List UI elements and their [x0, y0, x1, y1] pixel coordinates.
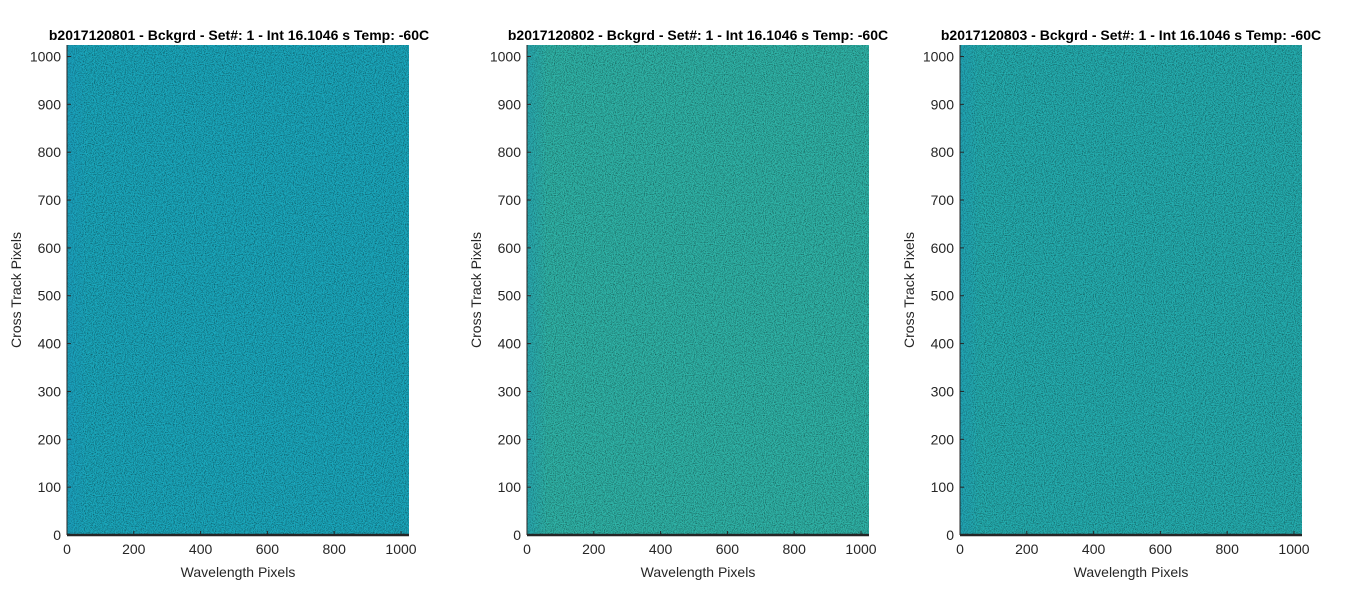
y-tick-label: 400 — [931, 336, 955, 352]
chart-title: b2017120803 - Bckgrd - Set#: 1 - Int 16.… — [941, 27, 1321, 43]
y-tick-label: 600 — [931, 240, 955, 256]
y-tick-label: 600 — [38, 240, 62, 256]
chart-title: b2017120802 - Bckgrd - Set#: 1 - Int 16.… — [508, 27, 888, 43]
y-tick-label: 500 — [38, 288, 62, 304]
y-tick-label: 1000 — [490, 48, 521, 64]
y-tick-label: 400 — [498, 336, 522, 352]
heatmap-edge-shade — [960, 45, 1302, 535]
y-tick-label: 900 — [38, 96, 62, 112]
x-tick-label: 200 — [582, 541, 606, 557]
x-tick-label: 1000 — [1278, 541, 1309, 557]
x-tick-label: 0 — [956, 541, 964, 557]
y-tick-label: 900 — [498, 96, 522, 112]
y-axis-label: Cross Track Pixels — [468, 232, 484, 348]
chart-panel-1: 0 200 400 600 800 1000 0 100 200 300 400 500 600 700 8… — [8, 27, 429, 580]
x-tick-label: 200 — [122, 541, 146, 557]
x-tick-label: 600 — [716, 541, 740, 557]
y-tick-label: 200 — [931, 431, 955, 447]
y-tick-label: 300 — [931, 383, 955, 399]
x-tick-label: 800 — [323, 541, 347, 557]
y-axis-label: Cross Track Pixels — [901, 232, 917, 348]
x-axis-label: Wavelength Pixels — [641, 564, 756, 580]
y-tick-label: 800 — [931, 144, 955, 160]
x-tick-label: 400 — [189, 541, 213, 557]
chart-title: b2017120801 - Bckgrd - Set#: 1 - Int 16.… — [49, 27, 429, 43]
y-tick-label: 600 — [498, 240, 522, 256]
y-tick-label: 100 — [931, 479, 955, 495]
y-tick-label: 100 — [38, 479, 62, 495]
chart-panel-2: 0 200 400 600 800 1000 0 100 200 300 400 500 600 700 8… — [468, 27, 888, 580]
y-tick-label: 0 — [946, 527, 954, 543]
y-tick-label: 700 — [38, 192, 62, 208]
y-tick-label: 300 — [498, 383, 522, 399]
y-tick-label: 800 — [498, 144, 522, 160]
x-tick-label: 800 — [783, 541, 807, 557]
y-tick-label: 0 — [53, 527, 61, 543]
x-axis-label: Wavelength Pixels — [1074, 564, 1189, 580]
x-tick-label: 200 — [1015, 541, 1039, 557]
y-axis-label: Cross Track Pixels — [8, 232, 24, 348]
x-tick-label: 600 — [256, 541, 280, 557]
y-tick-label: 800 — [38, 144, 62, 160]
heatmap-edge-shade — [527, 45, 869, 535]
x-tick-label: 600 — [1149, 541, 1173, 557]
x-tick-label: 0 — [63, 541, 71, 557]
y-tick-label: 500 — [931, 288, 955, 304]
y-tick-label: 0 — [513, 527, 521, 543]
y-tick-label: 700 — [931, 192, 955, 208]
y-tick-label: 1000 — [923, 48, 954, 64]
y-tick-label: 200 — [38, 431, 62, 447]
y-tick-label: 400 — [38, 336, 62, 352]
x-tick-label: 400 — [1082, 541, 1106, 557]
x-tick-label: 1000 — [845, 541, 876, 557]
x-tick-label: 800 — [1216, 541, 1240, 557]
y-tick-label: 200 — [498, 431, 522, 447]
y-tick-label: 700 — [498, 192, 522, 208]
y-tick-label: 1000 — [30, 48, 61, 64]
heatmap-edge-shade — [67, 45, 409, 535]
chart-panel-3: 0 200 400 600 800 1000 0 100 200 300 400 500 600 700 8… — [901, 27, 1321, 580]
y-tick-label: 300 — [38, 383, 62, 399]
y-tick-label: 100 — [498, 479, 522, 495]
y-tick-label: 900 — [931, 96, 955, 112]
x-tick-label: 0 — [523, 541, 531, 557]
x-axis-label: Wavelength Pixels — [181, 564, 296, 580]
y-tick-label: 500 — [498, 288, 522, 304]
x-tick-label: 400 — [649, 541, 673, 557]
x-tick-label: 1000 — [385, 541, 416, 557]
